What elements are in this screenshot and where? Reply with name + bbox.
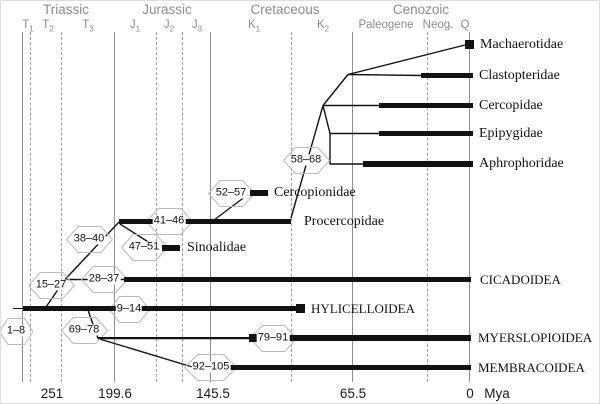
timescale-gridline-dashed (29, 32, 31, 382)
node-hexagon-shape (282, 146, 330, 174)
epoch-label-j3: J3 (191, 19, 203, 34)
timescale-gridline-solid (21, 32, 23, 382)
node-hexagon-1-8 (1, 317, 34, 345)
node-hexagon-58-68 (282, 146, 330, 174)
epoch-label-neog: Neog. (422, 19, 454, 31)
axis-tick-251: 251 (40, 386, 64, 401)
epoch-label-k1: K1 (247, 19, 261, 34)
node-characters-label-58-68: 58–68 (289, 153, 323, 166)
taxon-range-bar-cercopidae (379, 102, 473, 109)
branch-to-clastopteridae (347, 73, 423, 77)
timescale-gridline-dashed (155, 32, 157, 382)
timescale-gridline-dashed (181, 32, 183, 382)
taxon-range-bar-cicadoidea (124, 276, 471, 283)
timescale-gridline-solid (468, 32, 470, 382)
taxon-stem-line-hylicelloidea (13, 307, 23, 310)
era-label-jurassic: Jurassic (142, 2, 192, 17)
taxon-label-machaerotidae: Machaerotidae (480, 36, 564, 52)
branch-procercopidae-to-cercopionidae (213, 193, 249, 221)
epoch-label-t2: T2 (42, 19, 54, 34)
branch-to-membracoidea (97, 337, 195, 369)
timescale-gridline-dashed (290, 32, 292, 382)
timescale-gridline-solid (210, 32, 212, 382)
branch-to-aphrophoridae (329, 133, 364, 165)
branch-to-machaerotidae (347, 43, 468, 76)
node-characters-label-28-37: 28–37 (87, 272, 121, 285)
taxon-range-bar-sinoalidae (162, 245, 180, 251)
node-hexagon-shape (65, 225, 113, 253)
branch-cicadoidea-to-procercopidae (64, 221, 120, 280)
node-characters-label-9-14: 9–14 (115, 302, 143, 315)
branch-to-epipygidae (322, 105, 380, 135)
taxon-label-myerslopioidea: MYERSLOPIOIDEA (478, 330, 593, 345)
taxon-range-bar-hylicelloidea (22, 305, 298, 312)
timescale-gridline-solid (113, 32, 115, 382)
epoch-label-t3: T3 (82, 19, 94, 34)
taxon-label-cicadoidea: CICADOIDEA (480, 271, 561, 287)
taxon-label-membracoidea: MEMBRACOIDEA (478, 359, 585, 375)
occurrence-marker-myerslopioidea (249, 333, 258, 343)
branch-node-to-upper-pair (322, 74, 349, 106)
taxon-label-sinoalidae: Sinoalidae (187, 240, 247, 255)
axis-tick-0: 0 (466, 386, 474, 401)
taxon-range-bar-procercopidae (119, 218, 291, 225)
timescale-gridline-dashed (61, 32, 63, 382)
taxon-range-bar-epipygidae (379, 130, 473, 137)
node-characters-label-15-27: 15–27 (34, 278, 68, 291)
node-hexagon-15-27 (27, 271, 75, 299)
node-characters-label-79-91: 79–91 (256, 331, 290, 344)
node-hexagon-38-40 (65, 225, 113, 253)
era-label-triassic: Triassic (43, 2, 89, 17)
node-characters-label-47-51: 47–51 (127, 240, 161, 253)
node-hexagon-shape (60, 316, 108, 344)
era-label-cretaceous: Cretaceous (250, 2, 320, 17)
taxon-label-cercopionidae: Cercopionidae (274, 185, 356, 200)
taxon-range-bar-aphrophoridae (363, 161, 473, 167)
era-label-cenozoic: Cenozoic (392, 2, 450, 17)
axis-tick-199-6: 199.6 (98, 386, 132, 401)
axis-tick-65-5: 65.5 (339, 386, 367, 401)
node-characters-label-92-105: 92–105 (191, 360, 231, 373)
node-characters-label-69-78: 69–78 (67, 323, 101, 336)
node-characters-label-52-57: 52–57 (214, 186, 248, 199)
taxon-range-bar-membracoidea (197, 364, 471, 371)
taxon-label-aphrophoridae: Aphrophoridae (479, 156, 564, 171)
taxon-label-cercopidae: Cercopidae (479, 97, 543, 113)
occurrence-marker-hylicelloidea (296, 304, 305, 313)
epoch-label-q: Q (460, 19, 470, 31)
axis-tick-145-5: 145.5 (196, 386, 230, 401)
taxon-label-epipygidae: Epipygidae (479, 125, 543, 141)
epoch-label-t1: T1 (22, 19, 34, 34)
taxon-label-procercopidae: Procercopidae (304, 213, 385, 229)
taxon-range-bar-myerslopioidea (253, 335, 471, 341)
node-characters-label-41-46: 41–46 (152, 214, 186, 227)
taxon-label-hylicelloidea: HYLICELLOIDEA (311, 300, 415, 316)
epoch-label-k2: K2 (316, 19, 330, 34)
taxon-range-bar-clastopteridae (421, 72, 473, 79)
node-hexagon-shape (27, 271, 75, 299)
taxon-range-bar-cercopionidae (250, 190, 268, 196)
epoch-label-j1: J1 (129, 19, 141, 34)
node-characters-label-38-40: 38–40 (72, 232, 106, 245)
timescale-gridline-solid (352, 32, 354, 382)
epoch-label-j2: J2 (163, 19, 175, 34)
node-hexagon-shape (1, 317, 34, 345)
axis-unit-label: Mya (484, 386, 510, 401)
node-hexagon-69-78 (60, 316, 108, 344)
taxon-label-clastopteridae: Clastopteridae (479, 67, 560, 83)
timescale-gridline-dashed (427, 32, 429, 382)
node-characters-label-1-8: 1–8 (5, 324, 27, 337)
occurrence-marker-machaerotidae (465, 40, 474, 49)
taxon-stem-line-myerslopioidea (98, 337, 251, 339)
epoch-label-paleogene: Paleogene (358, 19, 414, 31)
